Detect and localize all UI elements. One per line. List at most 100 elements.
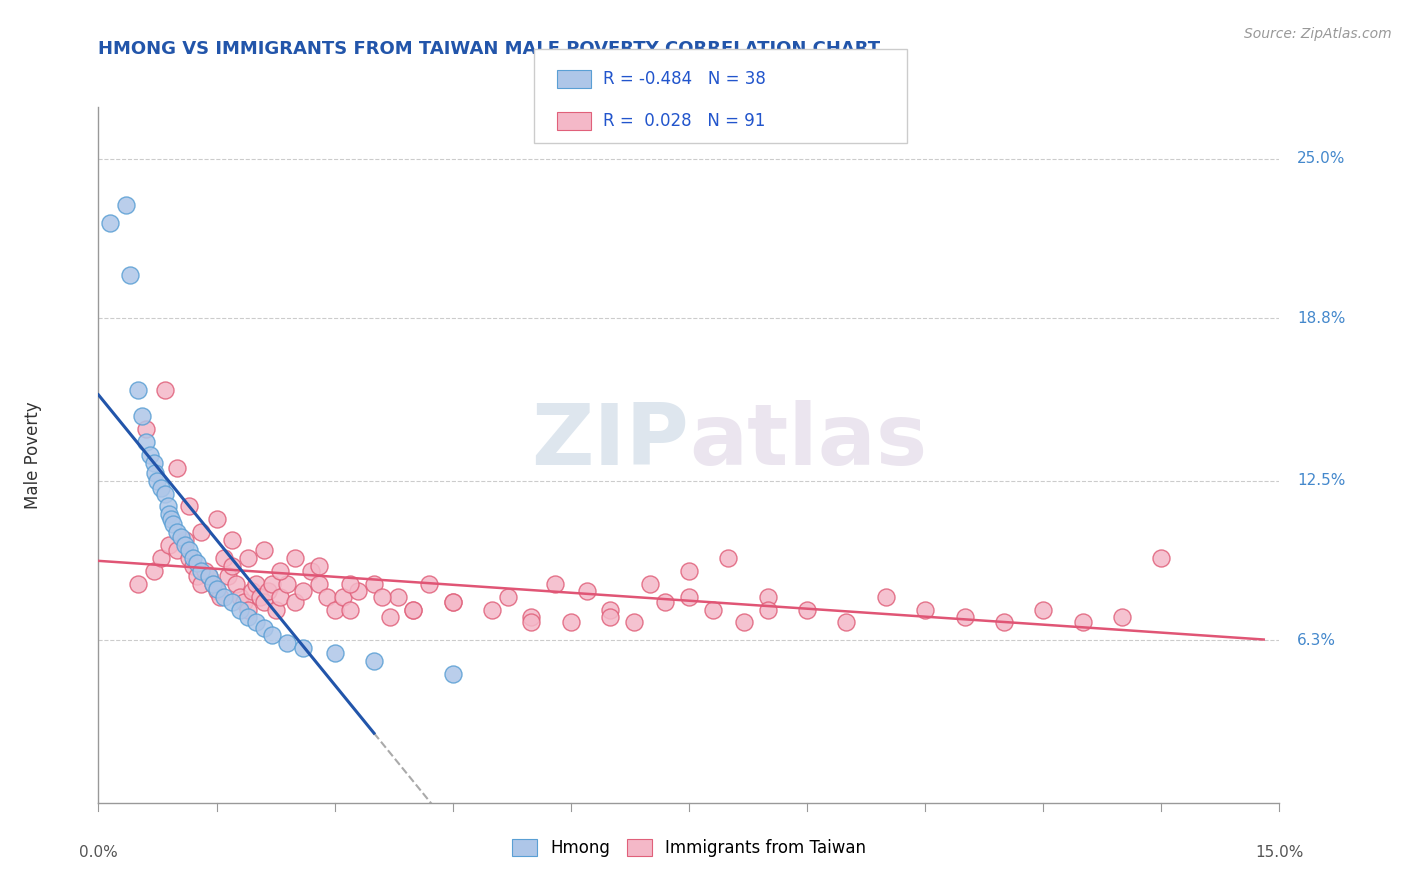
Point [166,460,188,475]
Point [157,538,180,552]
Point [638,576,661,591]
Point [197,569,219,583]
Text: 6.3%: 6.3% [1298,633,1336,648]
Text: 18.8%: 18.8% [1298,310,1346,326]
Point [371,590,394,604]
Point [269,564,291,578]
Point [197,569,219,583]
Point [756,602,779,616]
Point [221,558,243,573]
Point [264,602,287,616]
Point [315,590,337,604]
Point [162,517,184,532]
Text: 12.5%: 12.5% [1298,473,1346,488]
Point [378,610,401,624]
Point [166,525,188,540]
Point [142,456,165,470]
Point [875,590,897,604]
Point [221,533,243,547]
Text: ZIP: ZIP [531,400,689,483]
Point [623,615,645,630]
Point [194,564,217,578]
Point [363,576,385,591]
Point [678,564,700,578]
Point [702,602,724,616]
Point [155,486,177,500]
Point [240,584,263,599]
Point [269,590,291,604]
Point [156,500,179,514]
Point [299,564,322,578]
Point [217,569,239,583]
Point [292,641,315,656]
Point [181,551,204,566]
Point [190,525,212,540]
Point [796,602,818,616]
Point [186,569,208,583]
Point [402,602,425,616]
Point [143,466,166,480]
Point [276,636,298,650]
Text: 0.0%: 0.0% [79,845,118,860]
Text: Male Poverty: Male Poverty [24,401,42,508]
Text: R = -0.484   N = 38: R = -0.484 N = 38 [603,70,766,88]
Point [260,576,283,591]
Point [402,602,425,616]
Point [481,602,503,616]
Point [135,435,157,450]
Point [323,646,346,660]
Point [253,543,276,558]
Point [177,500,200,514]
Point [249,590,271,604]
Point [717,551,740,566]
Point [181,558,204,573]
Point [256,584,278,599]
Point [1150,551,1173,566]
Point [131,409,153,424]
Point [253,595,276,609]
Point [174,538,197,552]
Point [127,576,149,591]
Point [146,474,169,488]
Point [733,615,755,630]
Point [135,422,157,436]
Point [339,576,361,591]
Text: 25.0%: 25.0% [1298,151,1346,166]
Point [575,584,598,599]
Point [118,268,141,282]
Point [150,482,173,496]
Point [599,610,621,624]
Point [186,556,208,570]
Point [339,602,361,616]
Point [190,564,212,578]
Point [201,576,224,591]
Point [142,564,165,578]
Point [520,615,543,630]
Point [332,590,354,604]
Point [236,602,259,616]
Text: 15.0%: 15.0% [1256,845,1303,860]
Point [205,584,228,599]
Point [308,576,330,591]
Point [253,621,276,635]
Point [115,198,138,212]
Point [323,602,346,616]
Point [166,543,188,558]
Point [1071,615,1094,630]
Point [190,576,212,591]
Point [914,602,936,616]
Point [233,595,256,609]
Point [599,602,621,616]
Point [276,576,298,591]
Point [308,558,330,573]
Point [225,576,247,591]
Point [245,615,267,630]
Point [209,590,232,604]
Text: atlas: atlas [689,400,927,483]
Point [229,590,252,604]
Point [177,551,200,566]
Point [150,551,173,566]
Point [1032,602,1054,616]
Point [993,615,1015,630]
Point [205,582,228,596]
